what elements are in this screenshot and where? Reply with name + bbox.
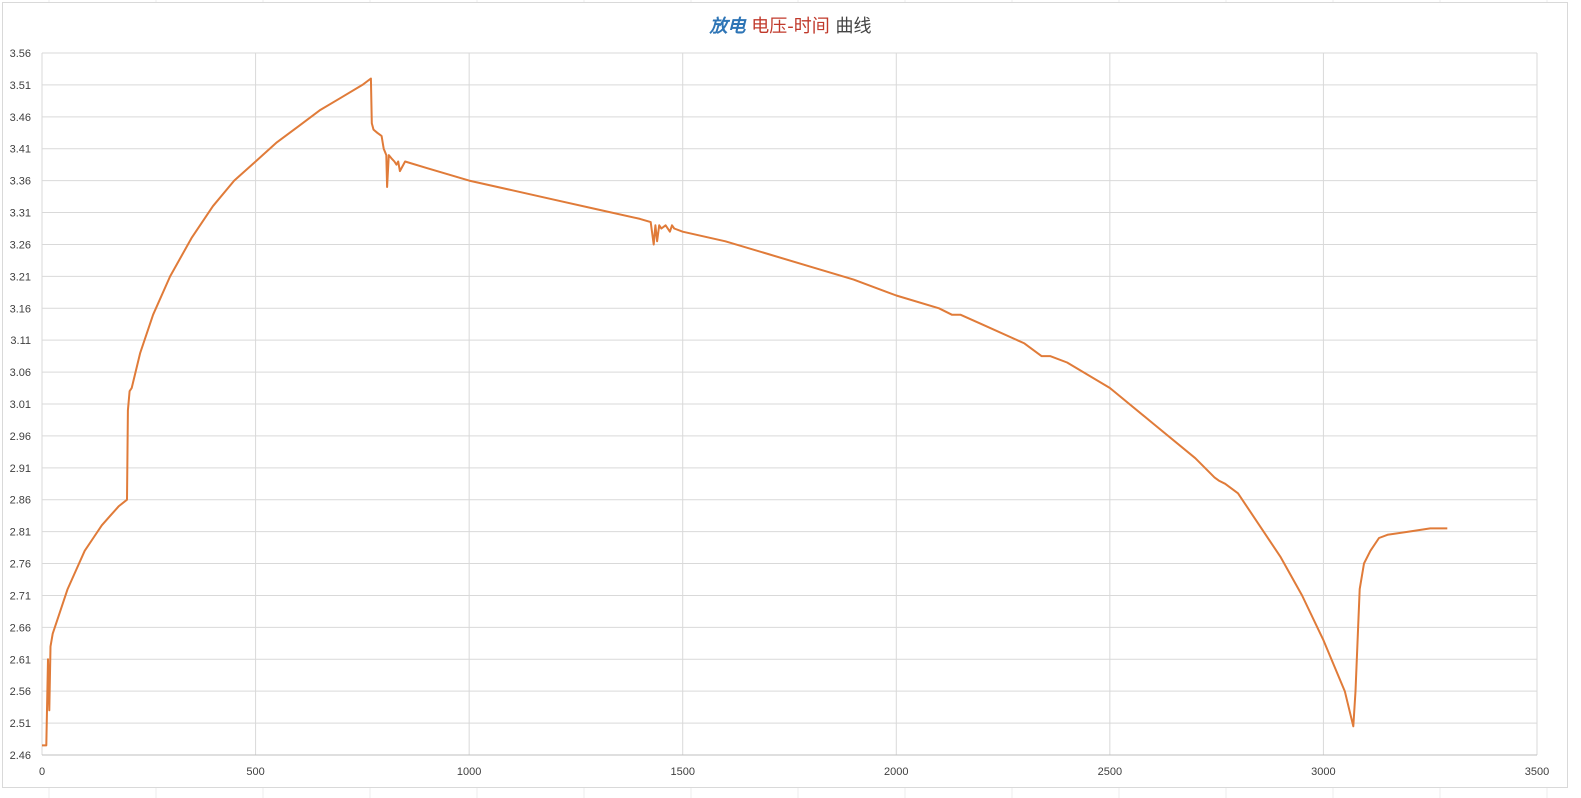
title-part-curve: 曲线 [835,16,872,37]
y-tick-label: 3.06 [10,367,31,379]
y-tick-label: 3.26 [10,239,31,251]
y-tick-label: 3.01 [10,399,31,411]
y-tick-label: 2.56 [10,686,31,698]
y-tick-label: 2.66 [10,622,31,634]
x-tick-label: 1000 [457,766,481,778]
x-tick-label: 3500 [1525,766,1549,778]
x-tick-label: 0 [39,766,45,778]
y-tick-label: 3.56 [10,48,31,60]
y-tick-label: 3.21 [10,271,31,283]
y-tick-label: 2.61 [10,654,31,666]
y-tick-label: 2.86 [10,495,31,507]
x-tick-label: 3000 [1311,766,1335,778]
x-tick-label: 2500 [1098,766,1122,778]
y-tick-label: 3.31 [10,208,31,220]
y-tick-label: 3.16 [10,303,31,315]
x-tick-label: 1500 [670,766,694,778]
y-tick-label: 3.41 [10,144,31,156]
title-part-discharge: 放电 [709,16,746,37]
x-tick-label: 2000 [884,766,908,778]
y-tick-label: 2.71 [10,590,31,602]
y-tick-label: 2.51 [10,718,31,730]
chart-title: 放电 电压-时间 曲线 [0,12,1581,38]
y-tick-label: 3.46 [10,112,31,124]
y-tick-label: 2.81 [10,527,31,539]
title-part-voltage-time: 电压-时间 [751,16,830,37]
y-tick-label: 3.36 [10,176,31,188]
x-tick-label: 500 [246,766,264,778]
series-line-0 [42,77,1448,747]
chart-area[interactable] [2,2,1568,788]
y-tick-label: 2.76 [10,559,31,571]
y-tick-label: 2.46 [10,750,31,762]
y-tick-label: 2.91 [10,463,31,475]
y-tick-label: 3.51 [10,80,31,92]
y-tick-label: 2.96 [10,431,31,443]
y-tick-label: 3.11 [10,335,31,347]
